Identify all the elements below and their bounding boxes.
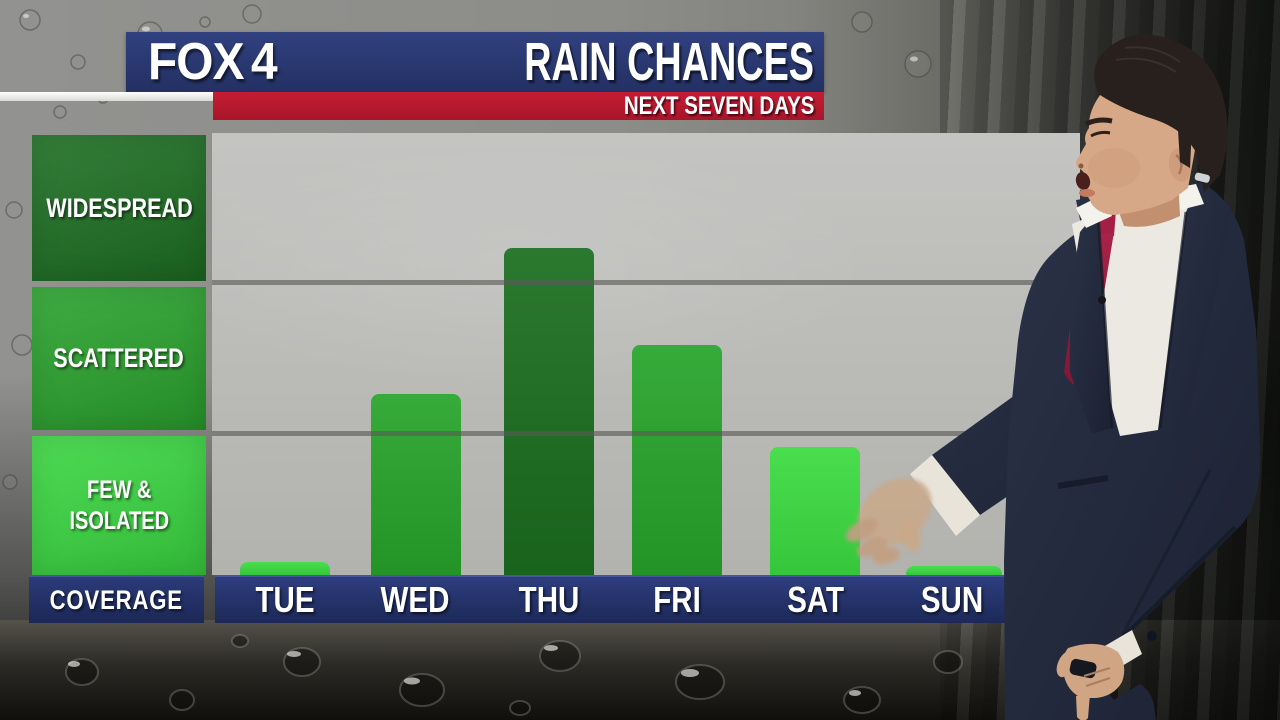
bar-wed — [371, 393, 461, 575]
x-tick-label: SAT — [787, 579, 845, 620]
gridline-scattered-widespread — [212, 280, 1080, 286]
presenter-clicker-hand — [1056, 630, 1142, 720]
weather-presenter — [845, 34, 1261, 720]
y-axis-title: COVERAGE — [49, 584, 184, 615]
x-tick-wed: WED — [355, 577, 475, 623]
breast-pocket — [1057, 475, 1109, 489]
eyebrow — [1084, 117, 1113, 127]
x-tick-label: THU — [518, 579, 580, 620]
earpiece — [1194, 172, 1210, 183]
bar-thu — [504, 247, 594, 575]
header-subtitle-bar: NEXT SEVEN DAYS — [213, 92, 824, 120]
pointing-finger — [1076, 694, 1090, 720]
page-subtitle: NEXT SEVEN DAYS — [623, 91, 814, 120]
bar-sat — [770, 446, 860, 575]
header-banner: FOX 4 RAIN CHANCES — [126, 32, 824, 92]
legend-band-label: WIDESPREAD — [45, 192, 193, 223]
hair — [1094, 34, 1228, 192]
x-tick-tue: TUE — [225, 577, 345, 623]
bar-sun — [906, 566, 1002, 575]
presenter-suit — [1004, 182, 1261, 720]
station-logo-fox: FOX — [148, 33, 245, 91]
station-logo: FOX 4 — [148, 33, 278, 91]
x-tick-label: FRI — [653, 579, 701, 620]
legend-band-widespread: WIDESPREAD — [32, 135, 206, 281]
bar-fri — [632, 345, 722, 575]
lapel-mic — [1098, 296, 1106, 304]
header-accent-strip — [0, 92, 213, 101]
x-tick-label: TUE — [255, 579, 315, 620]
legend-band-few-isolated: FEW & ISOLATED — [32, 436, 206, 575]
mouth — [1075, 172, 1091, 190]
legend-band-scattered: SCATTERED — [32, 287, 206, 430]
x-tick-thu: THU — [489, 577, 609, 623]
x-axis-bar: TUE WED THU FRI SAT SUN — [215, 575, 1006, 623]
x-tick-sat: SAT — [756, 577, 876, 623]
gridline-few-scattered — [212, 430, 1080, 436]
presenter-head — [1075, 34, 1228, 227]
x-tick-label: WED — [380, 579, 450, 620]
bar-tue — [240, 561, 330, 575]
x-tick-fri: FRI — [617, 577, 737, 623]
x-tick-sun: SUN — [892, 577, 1012, 623]
legend-band-label-line2: ISOLATED — [69, 506, 169, 535]
eye — [1090, 130, 1111, 138]
legend-band-label-line1: FEW & — [86, 475, 152, 504]
station-logo-number: 4 — [250, 33, 278, 91]
y-axis-title-box: COVERAGE — [29, 575, 204, 623]
x-tick-label: SUN — [920, 579, 984, 620]
legend-band-label: SCATTERED — [53, 343, 185, 373]
page-title: RAIN CHANCES — [524, 32, 814, 92]
